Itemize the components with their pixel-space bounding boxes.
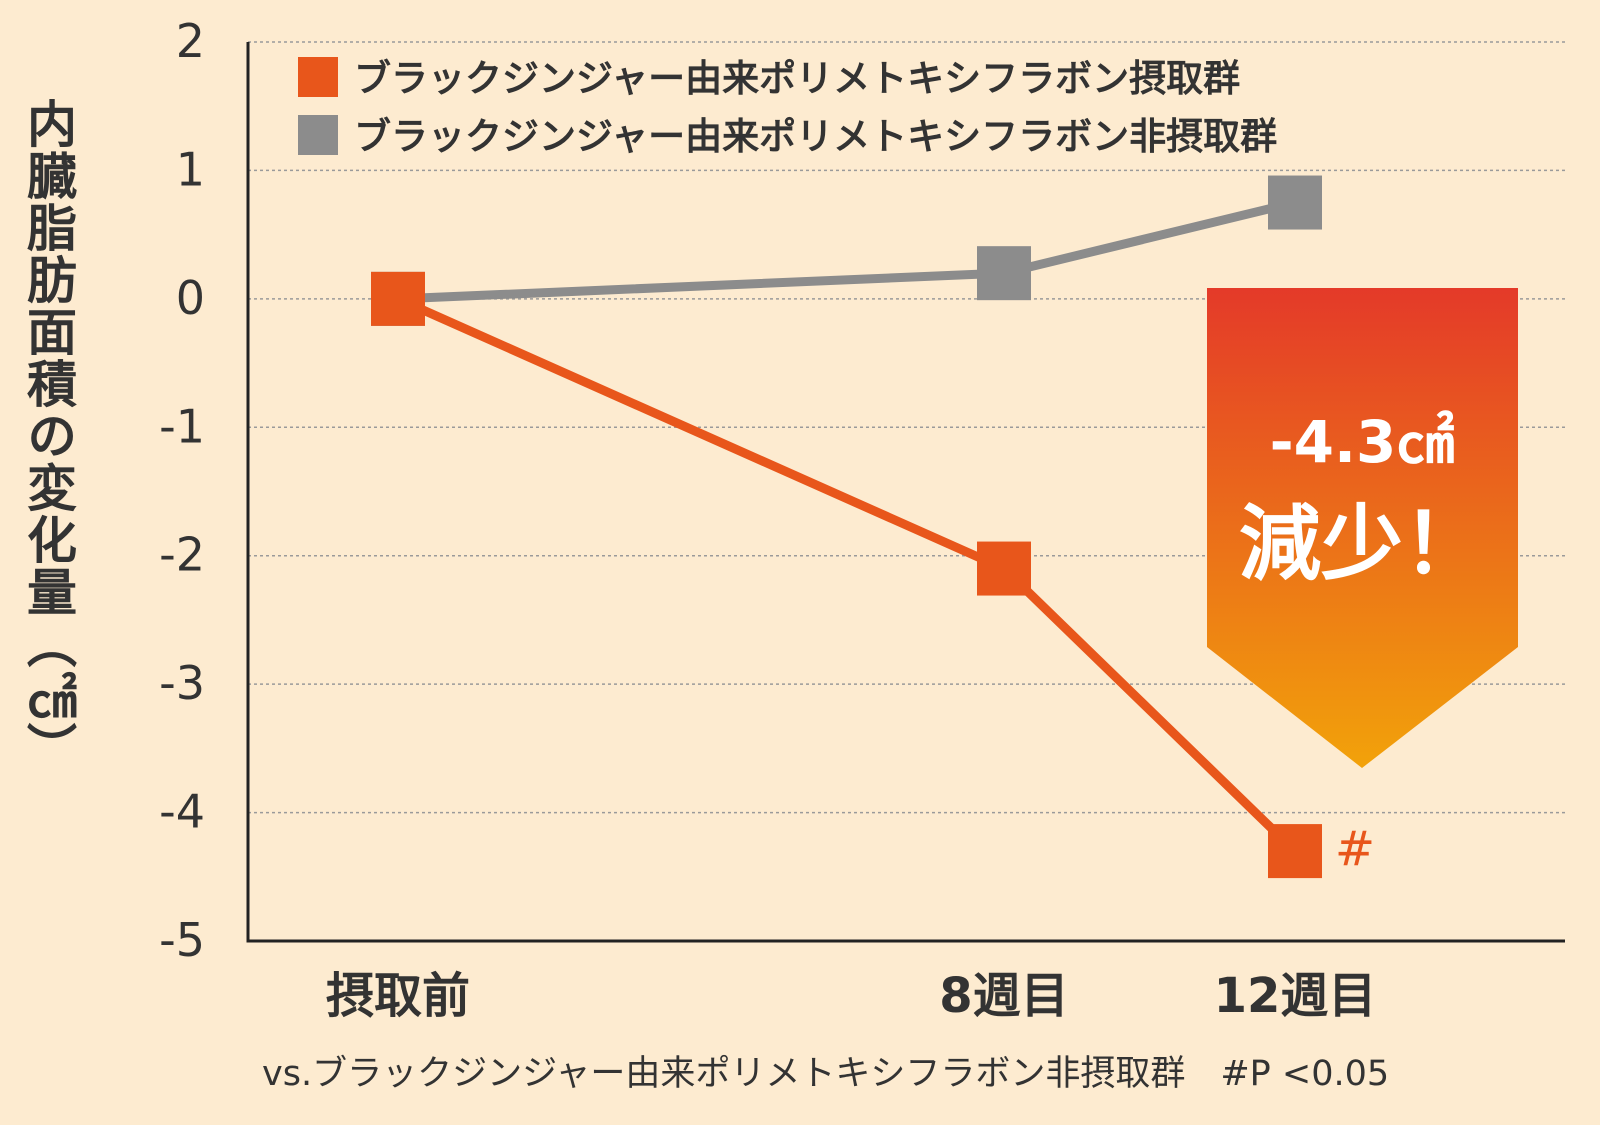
legend-label: ブラックジンジャー由来ポリメトキシフラボン非摂取群 xyxy=(354,115,1277,158)
y-tick-label: -3 xyxy=(159,656,205,710)
y-tick-label: 0 xyxy=(176,271,205,325)
series-line xyxy=(396,294,1299,855)
x-tick-label: 12週目 xyxy=(1214,968,1377,1024)
data-point xyxy=(371,271,425,326)
data-point xyxy=(1268,824,1322,879)
series-lines: # xyxy=(371,175,1375,879)
y-tick-label: -2 xyxy=(159,528,205,582)
callout-label: 減少！ xyxy=(1239,497,1485,592)
y-tick-label: -5 xyxy=(159,913,205,967)
axes xyxy=(246,42,1565,943)
data-point xyxy=(1268,175,1322,230)
y-tick-label: -4 xyxy=(159,785,205,839)
y-axis-title: 内臓脂肪面積の変化量（㎠） xyxy=(19,98,77,774)
y-tick-label: -1 xyxy=(159,399,205,453)
legend-swatch xyxy=(298,57,338,97)
callout-value: -4.3㎠ xyxy=(1270,408,1455,476)
labels: 2 1 0 -1 -2 -3 -4 -5 摂取前 8週目 12週目 内臓脂肪面積の変化量（㎠） vs.ブ… xyxy=(19,14,1389,1094)
legend-label: ブラックジンジャー由来ポリメトキシフラボン摂取群 xyxy=(354,57,1240,100)
footnote: vs.ブラックジンジャー由来ポリメトキシフラボン非摂取群 #P <0.05 xyxy=(262,1054,1389,1094)
significance-marker: # xyxy=(1335,821,1375,877)
y-tick-label: 1 xyxy=(176,142,205,196)
legend: ブラックジンジャー由来ポリメトキシフラボン摂取群ブラックジンジャー由来ポリメトキ… xyxy=(298,57,1277,158)
callout-arrow-shape xyxy=(1207,288,1518,768)
legend-swatch xyxy=(298,115,338,155)
y-tick-label: 2 xyxy=(176,14,205,68)
x-tick-label: 8週目 xyxy=(939,968,1068,1024)
data-point xyxy=(977,246,1031,301)
series-line xyxy=(397,198,1297,304)
x-tick-label: 摂取前 xyxy=(326,968,470,1024)
data-point xyxy=(977,541,1031,596)
